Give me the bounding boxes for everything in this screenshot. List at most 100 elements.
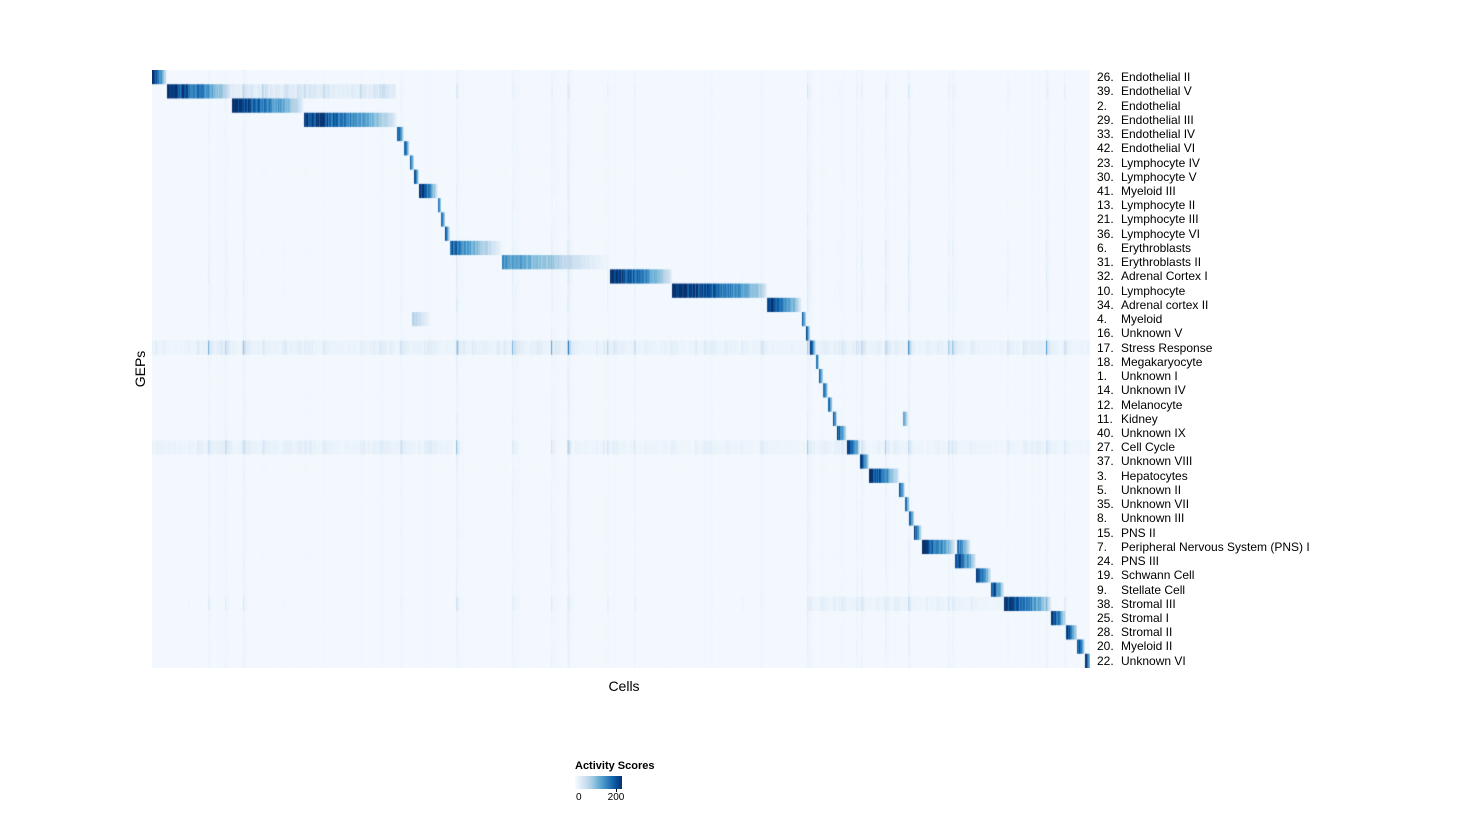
row-label-name: Megakaryocyte bbox=[1121, 354, 1203, 369]
row-label: 25. Stromal I bbox=[1097, 611, 1442, 625]
row-label-number: 24. bbox=[1097, 554, 1114, 569]
row-label-number: 15. bbox=[1097, 525, 1114, 540]
legend-tick-min: 0 bbox=[576, 792, 582, 803]
row-label: 29. Endothelial III bbox=[1097, 113, 1442, 127]
row-label-name: Lymphocyte V bbox=[1121, 169, 1197, 184]
row-label: 14. Unknown IV bbox=[1097, 383, 1442, 397]
row-label-name: Lymphocyte VI bbox=[1121, 226, 1200, 241]
row-label-name: Endothelial IV bbox=[1121, 127, 1196, 142]
row-label-number: 32. bbox=[1097, 269, 1114, 284]
row-label: 9. Stellate Cell bbox=[1097, 582, 1442, 596]
row-label-name: Unknown V bbox=[1121, 326, 1183, 341]
row-label-name: Myeloid bbox=[1121, 312, 1163, 327]
row-label: 21. Lymphocyte III bbox=[1097, 212, 1442, 226]
row-label-name: Unknown IX bbox=[1121, 425, 1186, 440]
row-label-name: Kidney bbox=[1121, 411, 1158, 426]
row-label-number: 12. bbox=[1097, 397, 1114, 412]
row-label: 34. Adrenal cortex II bbox=[1097, 298, 1442, 312]
row-label-name: Lymphocyte II bbox=[1121, 198, 1196, 213]
x-axis-label: Cells bbox=[608, 678, 640, 694]
row-label: 2. Endothelial bbox=[1097, 98, 1442, 112]
row-label: 6. Erythroblasts bbox=[1097, 241, 1442, 255]
row-label-name: Unknown I bbox=[1121, 369, 1178, 384]
row-labels: 26. Endothelial II 39. Endothelial V 2. Endot… bbox=[1097, 70, 1442, 668]
row-label-name: Unknown II bbox=[1121, 482, 1182, 497]
row-label: 19. Schwann Cell bbox=[1097, 568, 1442, 582]
row-label: 24. PNS III bbox=[1097, 554, 1442, 568]
row-label-number: 23. bbox=[1097, 155, 1114, 170]
row-label-name: Endothelial V bbox=[1121, 84, 1192, 99]
row-label: 36. Lymphocyte VI bbox=[1097, 227, 1442, 241]
row-label: 39. Endothelial V bbox=[1097, 84, 1442, 98]
row-label: 1. Unknown I bbox=[1097, 369, 1442, 383]
row-label: 27. Cell Cycle bbox=[1097, 440, 1442, 454]
row-label-name: Cell Cycle bbox=[1121, 440, 1176, 455]
row-label: 4. Myeloid bbox=[1097, 312, 1442, 326]
row-label-name: Erythroblasts bbox=[1121, 240, 1192, 255]
row-label: 5. Unknown II bbox=[1097, 483, 1442, 497]
legend-tick-mark bbox=[616, 789, 617, 792]
row-label-number: 28. bbox=[1097, 625, 1114, 640]
row-label-number: 37. bbox=[1097, 454, 1114, 469]
row-label-number: 31. bbox=[1097, 255, 1114, 270]
row-label: 8. Unknown III bbox=[1097, 511, 1442, 525]
row-label-name: Erythroblasts II bbox=[1121, 255, 1202, 270]
row-label: 11. Kidney bbox=[1097, 412, 1442, 426]
row-label-number: 7. bbox=[1097, 539, 1108, 554]
row-label-number: 2. bbox=[1097, 98, 1108, 113]
row-label-name: Adrenal Cortex I bbox=[1121, 269, 1208, 284]
row-label: 3. Hepatocytes bbox=[1097, 469, 1442, 483]
row-label: 13. Lymphocyte II bbox=[1097, 198, 1442, 212]
row-label: 30. Lymphocyte V bbox=[1097, 170, 1442, 184]
row-label: 20. Myeloid II bbox=[1097, 639, 1442, 653]
legend-ticks: 0 200 bbox=[575, 792, 635, 804]
row-label: 32. Adrenal Cortex I bbox=[1097, 269, 1442, 283]
legend-gradient-bar bbox=[575, 776, 622, 792]
row-label-number: 10. bbox=[1097, 283, 1114, 298]
row-label: 17. Stress Response bbox=[1097, 340, 1442, 354]
row-label-number: 1. bbox=[1097, 369, 1108, 384]
row-label-name: Stromal I bbox=[1121, 611, 1170, 626]
row-label: 16. Unknown V bbox=[1097, 326, 1442, 340]
row-label-number: 16. bbox=[1097, 326, 1114, 341]
row-label-number: 8. bbox=[1097, 511, 1108, 526]
row-label: 7. Peripheral Nervous System (PNS) I bbox=[1097, 540, 1442, 554]
row-label-name: Peripheral Nervous System (PNS) I bbox=[1121, 539, 1310, 554]
row-label-number: 20. bbox=[1097, 639, 1114, 654]
row-label-number: 36. bbox=[1097, 226, 1114, 241]
row-label-name: Stromal II bbox=[1121, 625, 1173, 640]
row-label-number: 34. bbox=[1097, 297, 1114, 312]
row-label: 31. Erythroblasts II bbox=[1097, 255, 1442, 269]
row-label-number: 11. bbox=[1097, 411, 1113, 426]
row-label-number: 35. bbox=[1097, 497, 1114, 512]
row-label-name: Endothelial II bbox=[1121, 70, 1191, 85]
row-label-number: 17. bbox=[1097, 340, 1114, 355]
row-label-name: Endothelial bbox=[1121, 98, 1181, 113]
row-label-name: Unknown VIII bbox=[1121, 454, 1193, 469]
row-label-number: 26. bbox=[1097, 70, 1114, 85]
row-label-number: 22. bbox=[1097, 653, 1114, 668]
row-label-name: Melanocyte bbox=[1121, 397, 1183, 412]
row-label-name: Myeloid III bbox=[1121, 183, 1176, 198]
row-label-name: PNS II bbox=[1121, 525, 1156, 540]
row-label-number: 25. bbox=[1097, 611, 1114, 626]
row-label-name: Endothelial VI bbox=[1121, 141, 1196, 156]
row-label-name: Endothelial III bbox=[1121, 112, 1194, 127]
legend-tick-max: 200 bbox=[607, 792, 625, 803]
row-label-name: Stromal III bbox=[1121, 596, 1176, 611]
y-axis-label: GEPs bbox=[132, 350, 148, 388]
row-label: 41. Myeloid III bbox=[1097, 184, 1442, 198]
row-label-name: Lymphocyte III bbox=[1121, 212, 1199, 227]
row-label-name: Unknown VII bbox=[1121, 497, 1190, 512]
row-label-number: 39. bbox=[1097, 84, 1114, 99]
row-label: 28. Stromal II bbox=[1097, 625, 1442, 639]
row-label-number: 4. bbox=[1097, 312, 1108, 327]
legend-title: Activity Scores bbox=[575, 760, 655, 772]
row-label-number: 40. bbox=[1097, 425, 1114, 440]
row-label-number: 41. bbox=[1097, 183, 1114, 198]
row-label-number: 33. bbox=[1097, 127, 1114, 142]
row-label-name: Unknown III bbox=[1121, 511, 1185, 526]
row-label-name: Lymphocyte IV bbox=[1121, 155, 1200, 170]
row-label: 33. Endothelial IV bbox=[1097, 127, 1442, 141]
row-label-name: Adrenal cortex II bbox=[1121, 297, 1209, 312]
